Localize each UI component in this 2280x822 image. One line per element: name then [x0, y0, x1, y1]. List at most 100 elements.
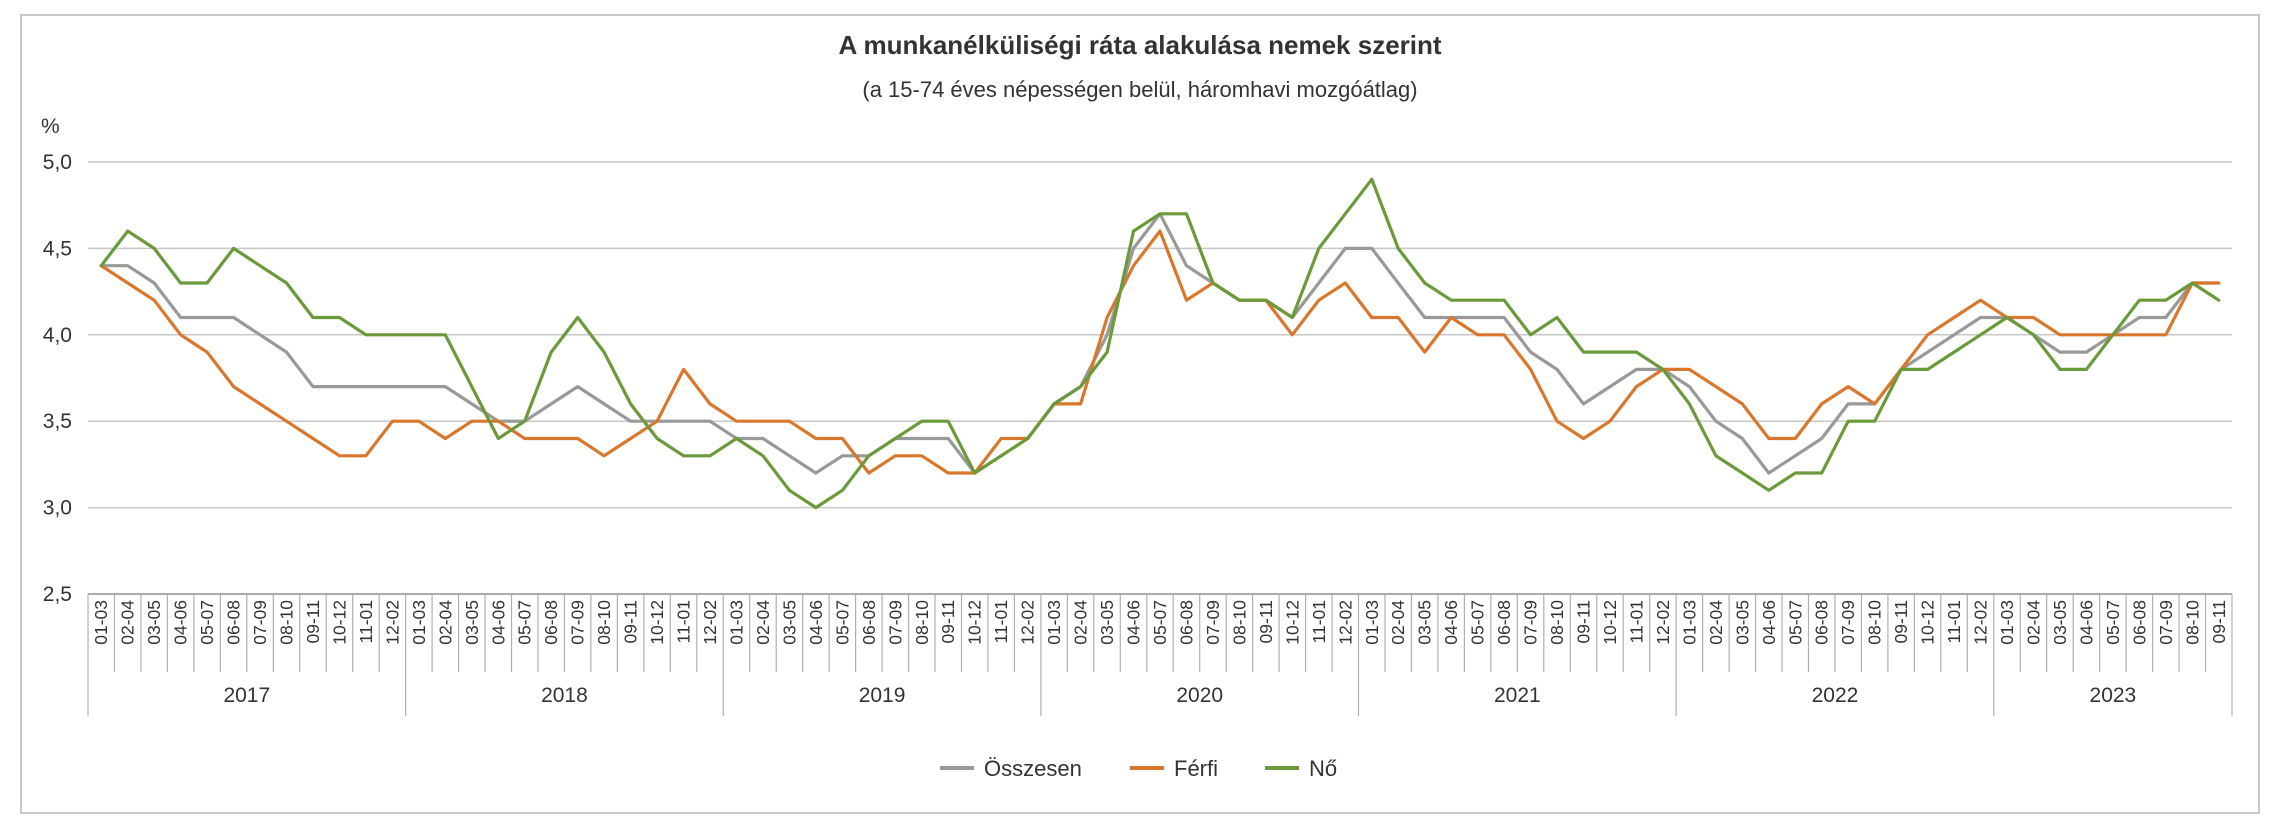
x-tick-label: 07-09: [1203, 600, 1223, 645]
x-tick-label: 12-02: [1018, 600, 1038, 645]
year-label: 2018: [541, 684, 588, 707]
x-tick-label: 06-08: [224, 600, 244, 645]
x-tick-label: 09-11: [303, 600, 323, 643]
year-label: 2017: [223, 684, 270, 707]
x-tick-label: 09-11: [1891, 600, 1911, 643]
x-tick-label: 12-02: [700, 600, 720, 645]
x-tick-label: 01-03: [1362, 600, 1382, 645]
x-tick-label: 06-08: [1176, 600, 1196, 645]
x-tick-label: 05-07: [1785, 600, 1805, 645]
x-tick-label: 08-10: [1865, 600, 1885, 645]
x-tick-label: 05-07: [197, 600, 217, 645]
x-tick-label: 05-07: [2103, 600, 2123, 645]
x-tick-label: 10-12: [1600, 600, 1620, 645]
year-label: 2023: [2090, 684, 2137, 707]
series-lines: [99, 177, 2221, 510]
x-tick-label: 10-12: [1918, 600, 1938, 645]
x-tick-label: 12-02: [382, 600, 402, 645]
x-tick-label: 01-03: [91, 600, 111, 645]
x-tick-label: 01-03: [409, 600, 429, 645]
x-tick-label: 02-04: [1071, 600, 1091, 645]
x-tick-label: 11-01: [1309, 600, 1329, 643]
x-tick-label: 03-05: [779, 600, 799, 645]
x-tick-label: 06-08: [1812, 600, 1832, 645]
x-tick-label: 07-09: [1838, 600, 1858, 645]
x-tick-label: 11-01: [1944, 600, 1964, 643]
x-tick-label: 08-10: [2182, 600, 2202, 645]
year-label: 2020: [1176, 684, 1223, 707]
x-tick-label: 07-09: [2156, 600, 2176, 645]
x-tick-label: 09-11: [938, 600, 958, 643]
y-tick-label: 5,0: [43, 151, 72, 174]
x-tick-label: 03-05: [1415, 600, 1435, 645]
x-tick-label: 02-04: [1706, 600, 1726, 645]
x-axis: 01-03 02-04 03-05 04-06 05-07 06-08 07-09 08-10…: [87, 593, 2233, 716]
x-tick-label: 01-03: [1679, 600, 1699, 645]
x-tick-label: 04-06: [1441, 600, 1461, 645]
series-line: [99, 177, 2221, 510]
x-tick-label: 02-04: [2023, 600, 2043, 645]
year-label: 2021: [1494, 684, 1541, 707]
x-tick-label: 09-11: [2209, 600, 2229, 643]
y-tick-label: 3,5: [43, 410, 72, 433]
x-tick-label: 07-09: [250, 600, 270, 645]
x-tick-label: 11-01: [356, 600, 376, 643]
year-label: 2022: [1812, 684, 1859, 707]
x-tick-label: 02-04: [118, 600, 138, 645]
x-tick-label: 04-06: [171, 600, 191, 645]
x-tick-label: 11-01: [1626, 600, 1646, 643]
x-tick-label: 09-11: [621, 600, 641, 643]
x-tick-label: 02-04: [435, 600, 455, 645]
x-tick-label: 08-10: [594, 600, 614, 645]
year-label: 2019: [859, 684, 906, 707]
x-tick-label: 02-04: [1388, 600, 1408, 645]
x-tick-label: 01-03: [1044, 600, 1064, 645]
x-tick-label: 01-03: [726, 600, 746, 645]
x-tick-label: 03-05: [1732, 600, 1752, 645]
x-tick-label: 02-04: [753, 600, 773, 645]
x-tick-label: 04-06: [806, 600, 826, 645]
x-tick-label: 03-05: [144, 600, 164, 645]
gridlines: [88, 161, 2232, 595]
legend-label: Férfi: [1174, 756, 1218, 781]
x-tick-label: 05-07: [1468, 600, 1488, 645]
y-axis-ticks: 5,0 4,5 4,0 3,5 3,0 2,5: [43, 151, 72, 606]
x-tick-label: 04-06: [1124, 600, 1144, 645]
x-tick-label: 07-09: [1521, 600, 1541, 645]
x-tick-label: 08-10: [1547, 600, 1567, 645]
x-tick-label: 07-09: [568, 600, 588, 645]
legend: Összesen Férfi Nő: [940, 756, 1337, 781]
x-tick-label: 06-08: [541, 600, 561, 645]
x-tick-label: 01-03: [1997, 600, 2017, 645]
x-tick-label: 12-02: [1971, 600, 1991, 645]
x-tick-label: 03-05: [2050, 600, 2070, 645]
series-line: [99, 212, 2221, 475]
x-tick-label: 10-12: [329, 600, 349, 645]
chart-title: A munkanélküliségi ráta alakulása nemek …: [838, 30, 1441, 60]
x-tick-label: 04-06: [2076, 600, 2096, 645]
x-tick-label: 12-02: [1335, 600, 1355, 645]
x-tick-label: 03-05: [462, 600, 482, 645]
x-tick-label: 06-08: [2129, 600, 2149, 645]
x-tick-label: 10-12: [965, 600, 985, 645]
x-tick-label: 11-01: [991, 600, 1011, 643]
chart-subtitle: (a 15-74 éves népességen belül, háromhav…: [862, 77, 1417, 102]
chart-frame: [20, 14, 2260, 814]
y-axis-unit: %: [41, 115, 60, 138]
y-tick-label: 4,5: [43, 237, 72, 260]
series-line: [99, 229, 2221, 475]
x-tick-label: 06-08: [1494, 600, 1514, 645]
x-tick-label: 03-05: [1097, 600, 1117, 645]
x-tick-label: 09-11: [1574, 600, 1594, 643]
x-tick-label: 05-07: [832, 600, 852, 645]
x-tick-label: 04-06: [488, 600, 508, 645]
x-tick-label: 09-11: [1256, 600, 1276, 643]
x-tick-label: 05-07: [515, 600, 535, 645]
x-tick-label: 06-08: [859, 600, 879, 645]
x-tick-label: 10-12: [1282, 600, 1302, 645]
y-tick-label: 4,0: [43, 324, 72, 347]
x-tick-label: 05-07: [1150, 600, 1170, 645]
x-tick-label: 04-06: [1759, 600, 1779, 645]
x-tick-label: 10-12: [647, 600, 667, 645]
